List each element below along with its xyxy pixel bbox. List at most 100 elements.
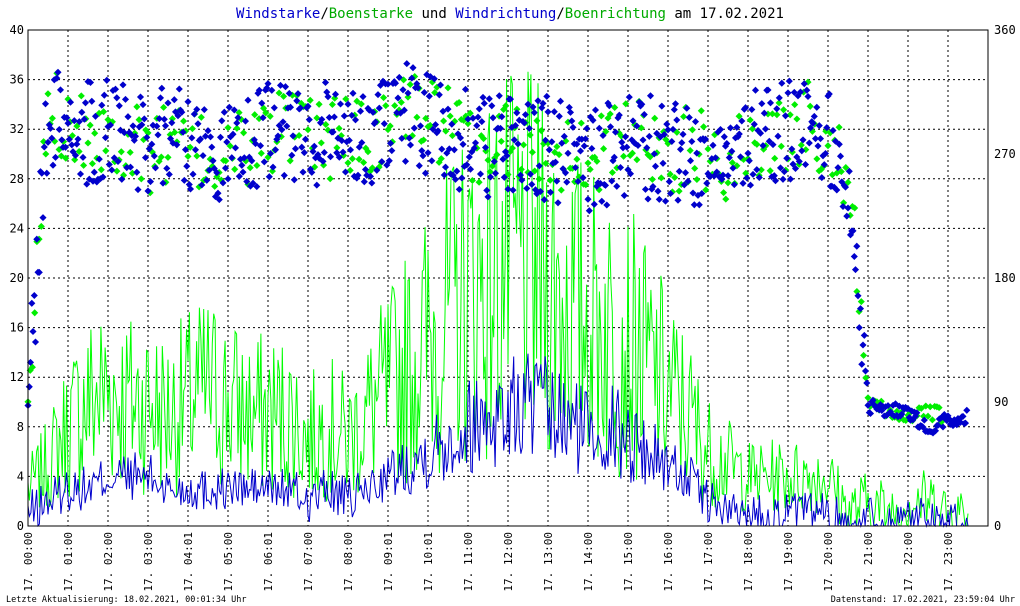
- direction-point: [298, 143, 306, 151]
- direction-point: [529, 103, 537, 111]
- direction-point: [791, 101, 799, 109]
- direction-point: [256, 142, 265, 150]
- direction-point: [801, 160, 810, 169]
- direction-point: [165, 170, 173, 178]
- direction-point: [361, 165, 370, 174]
- direction-point: [168, 119, 176, 127]
- direction-point: [668, 137, 676, 146]
- direction-point: [728, 159, 736, 167]
- direction-point: [214, 189, 222, 197]
- direction-point: [179, 128, 187, 136]
- direction-point: [719, 171, 727, 179]
- direction-point: [134, 186, 142, 194]
- direction-point: [418, 147, 426, 155]
- direction-point: [700, 123, 708, 131]
- y-left-tick-label: 36: [10, 73, 24, 87]
- direction-point: [611, 103, 619, 112]
- direction-point: [131, 132, 140, 140]
- direction-point: [786, 111, 794, 119]
- direction-point: [100, 91, 108, 99]
- direction-point: [556, 97, 565, 105]
- x-tick-label: 17. 05:00: [222, 532, 235, 592]
- direction-point: [70, 117, 78, 125]
- y-left-tick-label: 40: [10, 23, 24, 37]
- direction-point: [209, 157, 217, 165]
- direction-point: [450, 146, 458, 154]
- direction-point: [299, 168, 307, 176]
- direction-point: [650, 150, 658, 158]
- direction-point: [414, 84, 422, 92]
- direction-point: [654, 187, 662, 195]
- direction-point: [511, 121, 520, 130]
- direction-point: [864, 401, 872, 409]
- direction-point: [479, 93, 487, 101]
- direction-point: [539, 99, 547, 107]
- direction-point: [33, 235, 41, 243]
- direction-point: [961, 419, 970, 427]
- direction-point: [231, 165, 239, 173]
- direction-point: [395, 73, 403, 81]
- direction-point: [746, 181, 755, 189]
- direction-point: [141, 154, 150, 162]
- direction-point: [445, 145, 453, 153]
- direction-point: [230, 106, 238, 114]
- direction-point: [857, 298, 865, 306]
- direction-point: [124, 113, 132, 121]
- direction-point: [640, 110, 648, 119]
- direction-point: [502, 102, 510, 110]
- direction-point: [517, 165, 525, 173]
- direction-point: [246, 164, 254, 172]
- direction-point: [271, 146, 280, 154]
- direction-point: [493, 151, 501, 159]
- direction-point: [422, 114, 430, 122]
- direction-point: [68, 141, 76, 149]
- chart-title: Windstarke/Boenstarke und Windrichtung/B…: [236, 6, 784, 22]
- direction-point: [197, 113, 205, 121]
- direction-point: [568, 117, 576, 125]
- direction-point: [488, 102, 496, 110]
- direction-point: [659, 159, 667, 167]
- direction-point: [589, 116, 597, 124]
- direction-point: [148, 140, 156, 148]
- y-left-tick-label: 24: [10, 221, 24, 235]
- title-part-3: und: [413, 6, 455, 22]
- direction-point: [229, 130, 237, 138]
- direction-point: [442, 127, 450, 135]
- direction-point: [189, 170, 197, 178]
- direction-point: [582, 181, 590, 189]
- direction-point: [790, 88, 798, 96]
- direction-point: [776, 164, 785, 172]
- direction-point: [126, 148, 134, 156]
- direction-point: [294, 90, 302, 98]
- direction-point: [813, 155, 821, 163]
- title-part-1: /: [320, 6, 328, 22]
- direction-point: [295, 131, 303, 140]
- direction-point: [325, 113, 333, 122]
- direction-point: [388, 147, 396, 155]
- direction-point: [86, 121, 94, 129]
- direction-point: [922, 402, 930, 410]
- direction-point: [544, 108, 552, 116]
- direction-point: [206, 133, 215, 141]
- direction-point: [259, 114, 267, 122]
- direction-point: [339, 148, 347, 156]
- direction-point: [810, 112, 818, 120]
- direction-point: [31, 309, 39, 317]
- direction-point: [726, 124, 735, 132]
- direction-point: [783, 154, 791, 162]
- direction-point: [760, 109, 768, 117]
- direction-point: [270, 104, 278, 112]
- direction-point: [115, 102, 123, 110]
- direction-point: [201, 132, 210, 140]
- direction-point: [28, 299, 36, 307]
- direction-point: [136, 93, 145, 101]
- direction-point: [260, 158, 268, 166]
- direction-point: [137, 175, 145, 183]
- direction-point: [484, 193, 492, 201]
- direction-point: [670, 106, 678, 114]
- direction-point: [360, 178, 368, 186]
- direction-point: [113, 167, 121, 175]
- direction-point: [576, 147, 585, 155]
- x-tick-label: 17. 01:00: [62, 532, 75, 592]
- direction-point: [118, 175, 126, 183]
